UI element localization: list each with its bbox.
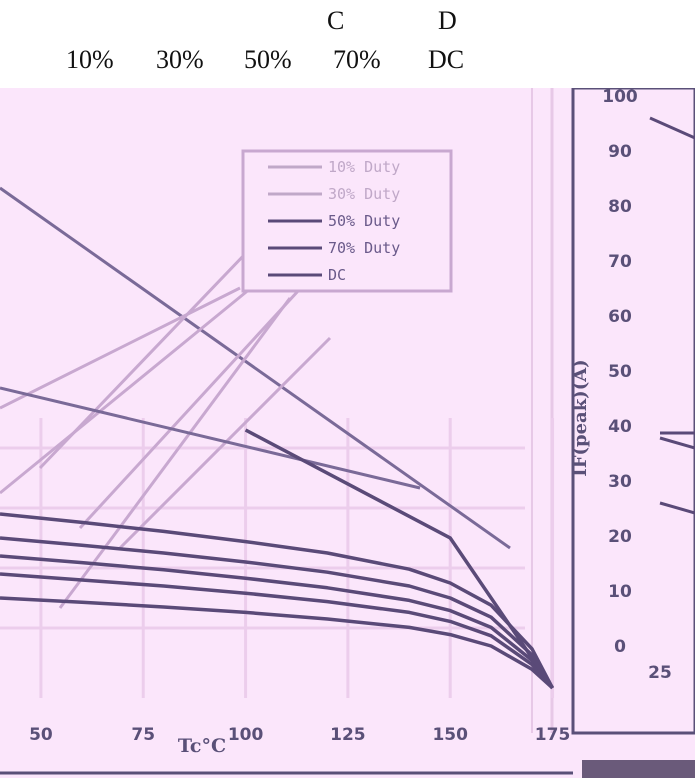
legend: 10% Duty 30% Duty 50% Duty 70% Duty DC xyxy=(268,158,400,284)
guide-line xyxy=(58,297,292,609)
guide-line xyxy=(0,186,511,550)
right-y-tick-label: 10 xyxy=(608,582,632,602)
right-y-tick-label: 0 xyxy=(614,637,626,657)
legend-label: 10% Duty xyxy=(328,158,400,176)
legend-label: DC xyxy=(328,266,346,284)
label-10-percent: 10% xyxy=(66,45,114,74)
legend-label: 30% Duty xyxy=(328,185,400,203)
x-tick-label: 125 xyxy=(330,725,366,745)
series-group xyxy=(0,428,555,690)
x-ticks: 50 75 100 125 150 175 xyxy=(29,725,570,745)
right-x-tick: 25 xyxy=(648,663,672,683)
right-y-axis-label: IF(peak)(A) xyxy=(570,359,591,476)
x-tick-label: 75 xyxy=(131,725,155,745)
right-y-tick-label: 40 xyxy=(608,417,632,437)
header-labels: C D 10% 30% 50% 70% DC xyxy=(0,0,695,88)
guide-line xyxy=(0,386,421,490)
series-line-50-duty xyxy=(0,554,554,690)
legend-label: 50% Duty xyxy=(328,212,400,230)
right-curves xyxy=(649,116,695,515)
x-tick-label: 175 xyxy=(535,725,571,745)
label-50-percent: 50% xyxy=(244,45,292,74)
right-panel-frame xyxy=(571,88,695,735)
guide-line xyxy=(0,286,241,410)
x-tick-label: 150 xyxy=(432,725,468,745)
right-y-tick-label: 70 xyxy=(608,252,632,272)
right-curve-segment xyxy=(649,116,695,140)
right-curve-segment xyxy=(659,501,695,515)
right-y-tick-label: 20 xyxy=(608,527,632,547)
x-tick-label: 100 xyxy=(228,725,264,745)
x-axis-label: Tc°C xyxy=(178,735,226,757)
series-line-dc xyxy=(0,596,554,690)
series-line-steep xyxy=(244,428,554,689)
guide-line xyxy=(38,226,272,470)
label-70-percent: 70% xyxy=(333,45,381,74)
label-dc: DC xyxy=(428,45,465,74)
label-c: C xyxy=(327,6,345,35)
right-y-tick-label: 50 xyxy=(608,362,632,382)
right-y-tick-label: 60 xyxy=(608,307,632,327)
right-y-tick-label: 30 xyxy=(608,472,632,492)
bottom-corner-block xyxy=(582,760,695,778)
label-d: D xyxy=(438,6,457,35)
right-y-tick-label: 80 xyxy=(608,197,632,217)
series-line-70-duty xyxy=(0,572,554,690)
grid xyxy=(0,418,555,698)
series-line-30-duty xyxy=(0,536,554,689)
label-30-percent: 30% xyxy=(156,45,204,74)
right-y-tick-label: 100 xyxy=(602,88,638,107)
guide-line xyxy=(78,276,312,530)
x-tick-label: 50 xyxy=(29,725,53,745)
right-y-tick-label: 90 xyxy=(608,142,632,162)
legend-label: 70% Duty xyxy=(328,239,400,257)
right-curve-segment xyxy=(659,436,695,450)
